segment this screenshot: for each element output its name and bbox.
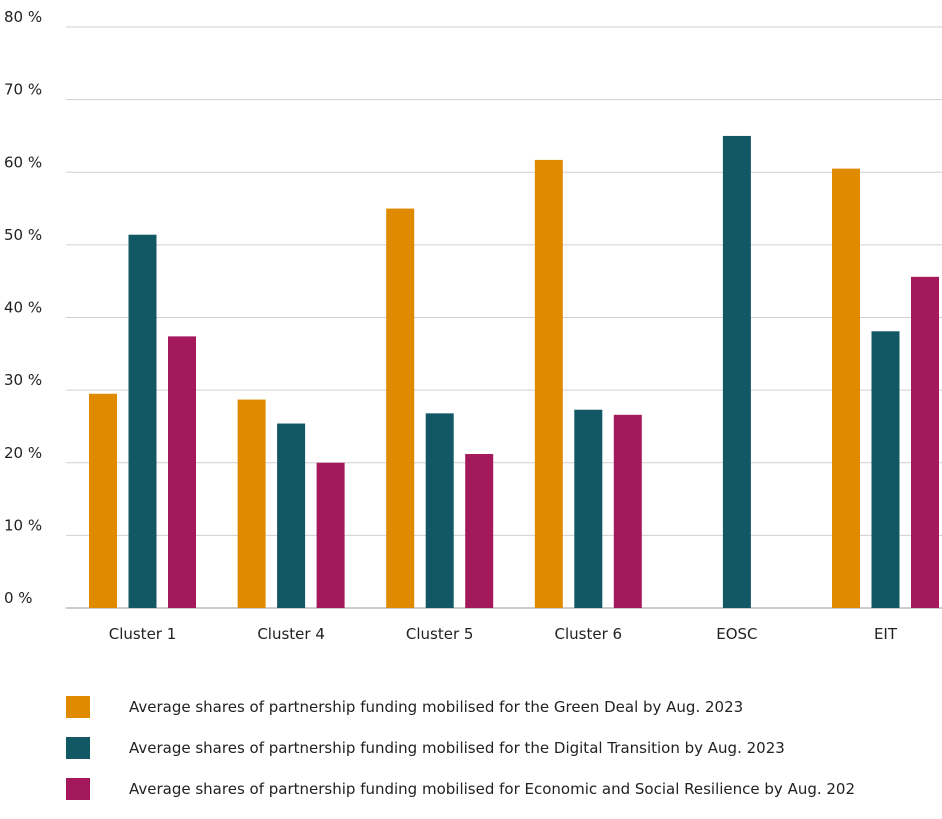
x-category-label: EOSC xyxy=(716,625,757,643)
legend-item: Average shares of partnership funding mo… xyxy=(66,696,942,718)
bar xyxy=(911,276,939,608)
y-tick-label: 80 % xyxy=(4,8,42,26)
bar xyxy=(237,399,266,608)
legend: Average shares of partnership funding mo… xyxy=(66,696,942,819)
legend-item: Average shares of partnership funding mo… xyxy=(66,778,942,800)
y-tick-label: 10 % xyxy=(4,516,42,534)
legend-swatch xyxy=(66,696,90,718)
gridlines xyxy=(66,26,942,609)
bar xyxy=(277,423,306,608)
y-tick-label: 30 % xyxy=(4,371,42,389)
y-tick-label: 70 % xyxy=(4,81,42,99)
bar xyxy=(89,393,117,608)
bar xyxy=(425,413,454,608)
x-category-label: Cluster 4 xyxy=(257,625,325,643)
y-tick-label: 20 % xyxy=(4,444,42,462)
legend-swatch xyxy=(66,778,90,800)
legend-swatch xyxy=(66,737,90,759)
bar xyxy=(574,409,603,608)
legend-label: Average shares of partnership funding mo… xyxy=(129,739,785,757)
legend-label: Average shares of partnership funding mo… xyxy=(129,698,744,716)
bar xyxy=(128,234,157,608)
chart: 0 % 10 % 20 % 30 % 40 % 50 % 60 % 70 % 80 % Clus… xyxy=(4,8,942,643)
bar xyxy=(168,336,196,608)
legend-label: Average shares of partnership funding mo… xyxy=(129,780,856,798)
bar xyxy=(534,159,563,608)
bar xyxy=(871,331,900,608)
bar xyxy=(386,208,415,608)
legend-item: Average shares of partnership funding mo… xyxy=(66,737,942,759)
y-tick-label: 40 % xyxy=(4,299,42,317)
y-tick-label: 0 % xyxy=(4,589,33,607)
x-category-label: Cluster 5 xyxy=(406,625,474,643)
bars xyxy=(89,135,939,608)
x-category-label: EIT xyxy=(874,625,898,643)
bar xyxy=(722,135,751,608)
y-tick-label: 60 % xyxy=(4,153,42,171)
y-tick-label: 50 % xyxy=(4,226,42,244)
x-axis-categories: Cluster 1 Cluster 4 Cluster 5 Cluster 6 EOSC… xyxy=(109,625,898,643)
bar xyxy=(613,414,642,608)
bar xyxy=(316,462,345,608)
bar xyxy=(832,168,860,608)
y-axis-ticks: 0 % 10 % 20 % 30 % 40 % 50 % 60 % 70 % 80 % xyxy=(4,8,42,607)
bar xyxy=(465,454,494,608)
x-category-label: Cluster 6 xyxy=(555,625,623,643)
x-category-label: Cluster 1 xyxy=(109,625,177,643)
